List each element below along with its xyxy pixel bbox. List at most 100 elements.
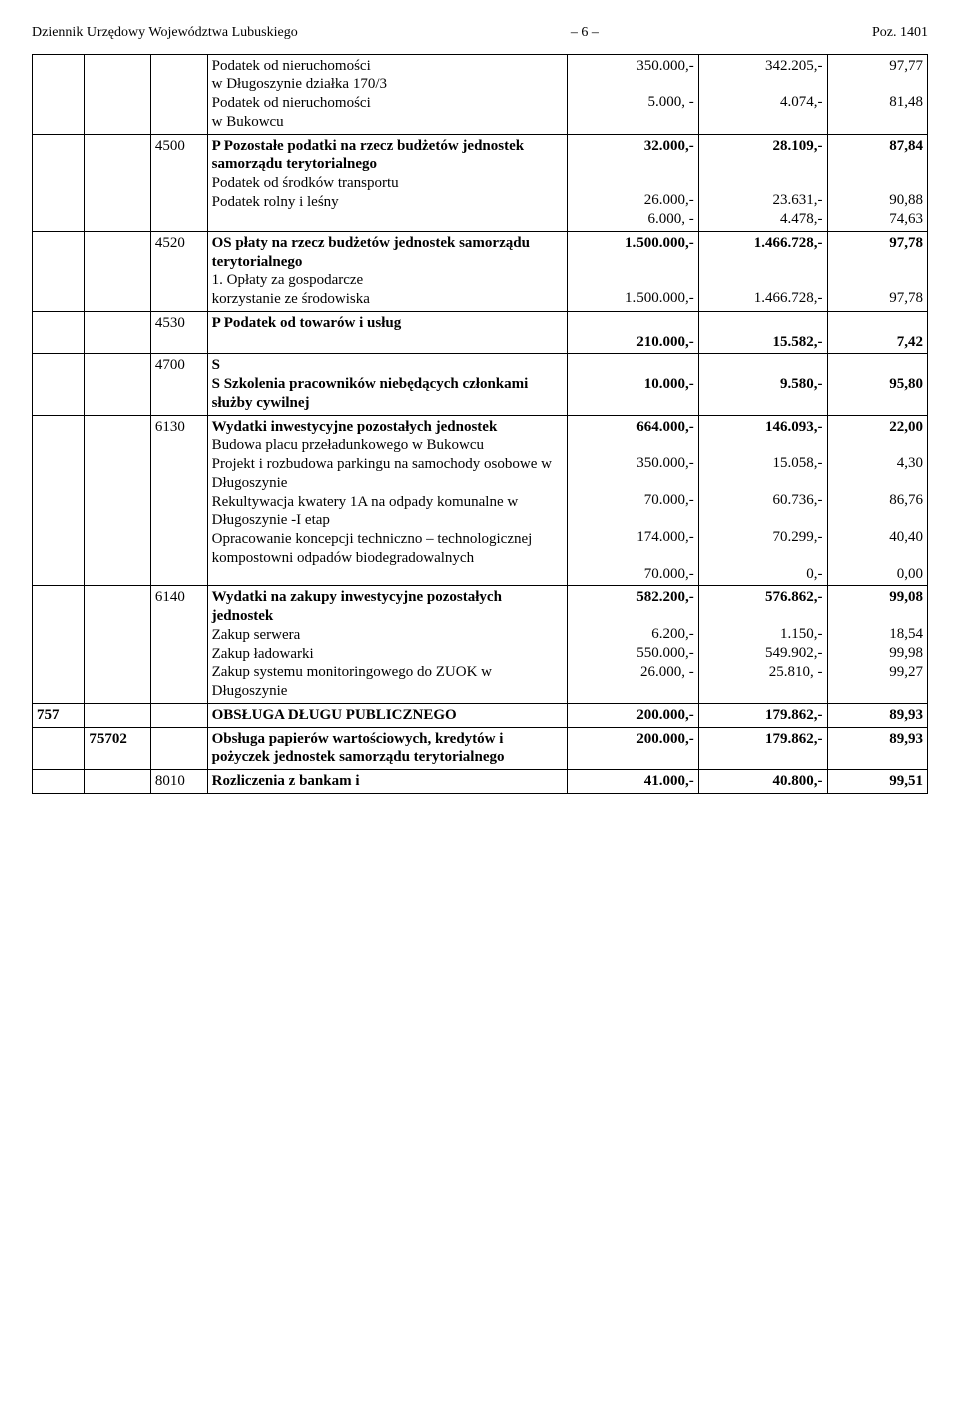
cell-value: 70.299,-: [703, 528, 823, 547]
cell-value: 28.109,-: [703, 137, 823, 156]
cell-value: 89,93: [827, 703, 927, 727]
cell-value: 146.093,-: [703, 418, 823, 437]
cell-text: 1. Opłaty za gospodarcze: [212, 271, 563, 290]
cell-value: 26.000, -: [572, 663, 694, 682]
cell-value: 41.000,-: [567, 770, 698, 794]
cell-value: 582.200,-: [572, 588, 694, 607]
table-row: 6140 Wydatki na zakupy inwestycyjne pozo…: [33, 586, 928, 704]
cell-value: 97,77: [832, 57, 923, 76]
cell-value: 549.902,-: [703, 644, 823, 663]
table-row: 4500 P Pozostałe podatki na rzecz budżet…: [33, 134, 928, 231]
cell-value: 60.736,-: [703, 491, 823, 510]
cell-value: 179.862,-: [698, 703, 827, 727]
cell-value: 4.478,-: [703, 210, 823, 229]
cell-text: w Bukowcu: [212, 113, 563, 132]
cell-value: 1.150,-: [703, 625, 823, 644]
cell-text: Podatek od środków transportu: [212, 174, 563, 193]
cell-value: 0,-: [703, 565, 823, 584]
code-cell: 4700: [150, 354, 207, 415]
cell-value: 200.000,-: [567, 703, 698, 727]
cell-title: OBSŁUGA DŁUGU PUBLICZNEGO: [212, 706, 563, 725]
code-cell: 757: [33, 703, 85, 727]
cell-value: 95,80: [832, 375, 923, 394]
cell-value: 32.000,-: [572, 137, 694, 156]
table-row: 4530 P Podatek od towarów i usług 210.00…: [33, 311, 928, 354]
cell-text: Podatek od nieruchomości: [212, 94, 563, 113]
cell-title: OS płaty na rzecz budżetów jednostek sam…: [212, 234, 563, 272]
cell-value: 1.466.728,-: [703, 234, 823, 253]
cell-text: Projekt i rozbudowa parkingu na samochod…: [212, 455, 563, 493]
cell-value: 342.205,-: [703, 57, 823, 76]
cell-value: 15.058,-: [703, 454, 823, 473]
cell-value: 9.580,-: [703, 375, 823, 394]
table-row: 4520 OS płaty na rzecz budżetów jednoste…: [33, 231, 928, 311]
cell-value: 74,63: [832, 210, 923, 229]
code-cell: 6130: [150, 415, 207, 586]
cell-title: Wydatki inwestycyjne pozostałych jednost…: [212, 418, 563, 437]
cell-text: S: [212, 356, 563, 375]
table-row: 4700 S S Szkolenia pracowników niebędący…: [33, 354, 928, 415]
cell-value: 90,88: [832, 191, 923, 210]
table-row: Podatek od nieruchomości w Długoszynie d…: [33, 54, 928, 134]
cell-value: 576.862,-: [703, 588, 823, 607]
cell-value: 70.000,-: [572, 491, 694, 510]
cell-value: 350.000,-: [572, 57, 694, 76]
code-cell: 4520: [150, 231, 207, 311]
code-cell: 4500: [150, 134, 207, 231]
code-cell: 4530: [150, 311, 207, 354]
cell-value: 18,54: [832, 625, 923, 644]
cell-text: Budowa placu przeładunkowego w Bukowcu: [212, 436, 563, 455]
cell-value: 0,00: [832, 565, 923, 584]
cell-title: Obsługa papierów wartościowych, kredytów…: [212, 730, 563, 768]
table-row: 6130 Wydatki inwestycyjne pozostałych je…: [33, 415, 928, 586]
cell-value: 70.000,-: [572, 565, 694, 584]
cell-text: Podatek od nieruchomości: [212, 57, 563, 76]
code-cell: 75702: [85, 727, 150, 770]
cell-value: 5.000, -: [572, 93, 694, 112]
cell-value: 99,08: [832, 588, 923, 607]
cell-value: 22,00: [832, 418, 923, 437]
cell-text: korzystanie ze środowiska: [212, 290, 563, 309]
cell-text: Zakup systemu monitoringowego do ZUOK w …: [212, 663, 563, 701]
code-cell: 8010: [150, 770, 207, 794]
cell-text: Zakup ładowarki: [212, 645, 563, 664]
table-row: 8010 Rozliczenia z bankam i 41.000,- 40.…: [33, 770, 928, 794]
cell-value: 1.500.000,-: [572, 289, 694, 308]
table-row: 75702 Obsługa papierów wartościowych, kr…: [33, 727, 928, 770]
header-left: Dziennik Urzędowy Województwa Lubuskiego: [32, 24, 298, 42]
cell-value: 179.862,-: [698, 727, 827, 770]
cell-value: 26.000,-: [572, 191, 694, 210]
cell-value: 97,78: [832, 289, 923, 308]
cell-value: 87,84: [832, 137, 923, 156]
cell-text: Opracowanie koncepcji techniczno – techn…: [212, 530, 563, 568]
cell-value: 6.000, -: [572, 210, 694, 229]
header-center: – 6 –: [571, 24, 599, 42]
cell-value: 99,51: [827, 770, 927, 794]
cell-text: w Długoszynie działka 170/3: [212, 75, 563, 94]
cell-value: 550.000,-: [572, 644, 694, 663]
cell-value: 174.000,-: [572, 528, 694, 547]
cell-value: 4.074,-: [703, 93, 823, 112]
cell-value: 4,30: [832, 454, 923, 473]
cell-value: 40.800,-: [698, 770, 827, 794]
page-header: Dziennik Urzędowy Województwa Lubuskiego…: [32, 24, 928, 42]
cell-value: 1.500.000,-: [572, 234, 694, 253]
cell-value: 15.582,-: [703, 333, 823, 352]
header-right: Poz. 1401: [872, 24, 928, 42]
cell-value: 1.466.728,-: [703, 289, 823, 308]
cell-value: 89,93: [827, 727, 927, 770]
cell-value: 6.200,-: [572, 625, 694, 644]
cell-value: 7,42: [832, 333, 923, 352]
cell-title: P Podatek od towarów i usług: [212, 314, 563, 333]
cell-title: P Pozostałe podatki na rzecz budżetów je…: [212, 137, 563, 175]
cell-value: 10.000,-: [572, 375, 694, 394]
cell-value: 86,76: [832, 491, 923, 510]
cell-value: 81,48: [832, 93, 923, 112]
budget-table: Podatek od nieruchomości w Długoszynie d…: [32, 54, 928, 794]
cell-value: 23.631,-: [703, 191, 823, 210]
cell-value: 25.810, -: [703, 663, 823, 682]
table-row: 757 OBSŁUGA DŁUGU PUBLICZNEGO 200.000,- …: [33, 703, 928, 727]
cell-value: 210.000,-: [572, 333, 694, 352]
cell-text: Zakup serwera: [212, 626, 563, 645]
cell-title: S Szkolenia pracowników niebędących czło…: [212, 375, 563, 413]
